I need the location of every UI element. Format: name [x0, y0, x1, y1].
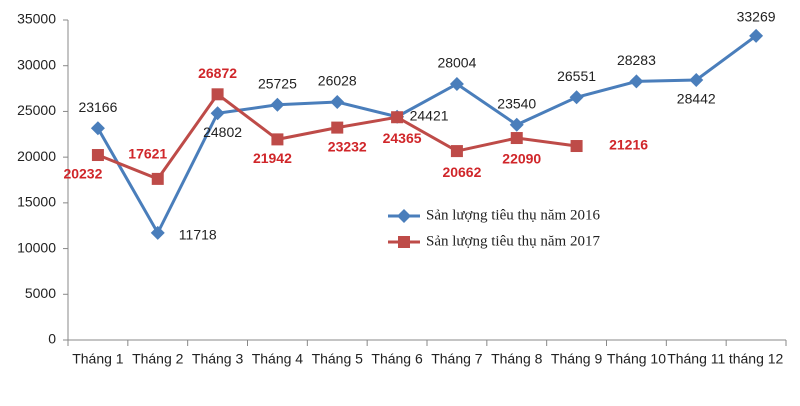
data-label: 20662: [442, 164, 481, 180]
x-tick-label: Tháng 3: [192, 351, 244, 367]
y-tick-label: 35000: [17, 11, 56, 27]
marker: [569, 90, 584, 105]
data-label: 28283: [617, 52, 656, 68]
x-tick-label: Tháng 10: [607, 351, 666, 367]
marker: [270, 97, 285, 112]
marker: [398, 236, 410, 248]
marker: [570, 140, 583, 153]
marker: [509, 117, 524, 132]
y-tick-label: 25000: [17, 102, 56, 118]
marker: [90, 121, 105, 136]
x-tick-label: Tháng 5: [312, 351, 364, 367]
data-label: 28004: [437, 55, 476, 71]
x-tick-label: Tháng 11: [667, 351, 725, 367]
data-label: 23166: [78, 99, 117, 115]
marker: [689, 72, 704, 87]
y-tick-label: 15000: [17, 194, 56, 210]
legend-label: Sản lượng tiêu thụ năm 2017: [426, 233, 600, 249]
marker: [331, 121, 344, 134]
data-label: 25725: [258, 76, 297, 92]
data-label: 24802: [203, 124, 242, 140]
marker: [450, 145, 463, 158]
marker: [271, 133, 284, 146]
data-label: 28442: [677, 91, 716, 107]
data-label: 21216: [609, 137, 648, 153]
y-tick-label: 10000: [17, 239, 56, 255]
y-tick-label: 20000: [17, 148, 56, 164]
x-tick-label: tháng 12: [729, 351, 784, 367]
legend-label: Sản lượng tiêu thụ năm 2016: [426, 207, 600, 223]
data-label: 17621: [128, 146, 167, 162]
x-tick-label: Tháng 1: [72, 351, 124, 367]
data-label: 24365: [383, 130, 422, 146]
x-tick-label: Tháng 6: [371, 351, 423, 367]
marker: [510, 132, 523, 145]
x-tick-label: Tháng 7: [431, 351, 483, 367]
data-label: 23232: [328, 138, 367, 154]
data-label: 26872: [198, 65, 237, 81]
y-tick-label: 0: [48, 331, 56, 347]
data-label: 24421: [410, 107, 449, 123]
series-line: [96, 34, 757, 237]
marker: [749, 28, 764, 43]
marker: [449, 76, 464, 91]
data-label: 22090: [502, 151, 541, 167]
legend-box: [382, 200, 642, 258]
marker: [391, 111, 404, 124]
marker: [150, 225, 165, 240]
marker: [397, 209, 411, 223]
x-tick-label: Tháng 9: [551, 351, 603, 367]
x-tick-label: Tháng 2: [132, 351, 184, 367]
data-label: 20232: [63, 166, 102, 182]
marker: [211, 88, 224, 101]
marker: [330, 95, 345, 110]
data-label: 23540: [497, 95, 536, 111]
marker: [629, 74, 644, 89]
x-tick-label: Tháng 8: [491, 351, 543, 367]
marker: [91, 149, 104, 162]
x-tick-label: Tháng 4: [252, 351, 304, 367]
marker: [210, 106, 225, 121]
data-label: 33269: [737, 9, 776, 25]
data-label: 21942: [253, 150, 292, 166]
y-tick-label: 5000: [25, 285, 56, 301]
marker: [151, 172, 164, 185]
y-tick-label: 30000: [17, 56, 56, 72]
data-label: 26028: [318, 73, 357, 89]
data-label: 26551: [557, 68, 596, 84]
data-label: 11718: [179, 227, 217, 243]
